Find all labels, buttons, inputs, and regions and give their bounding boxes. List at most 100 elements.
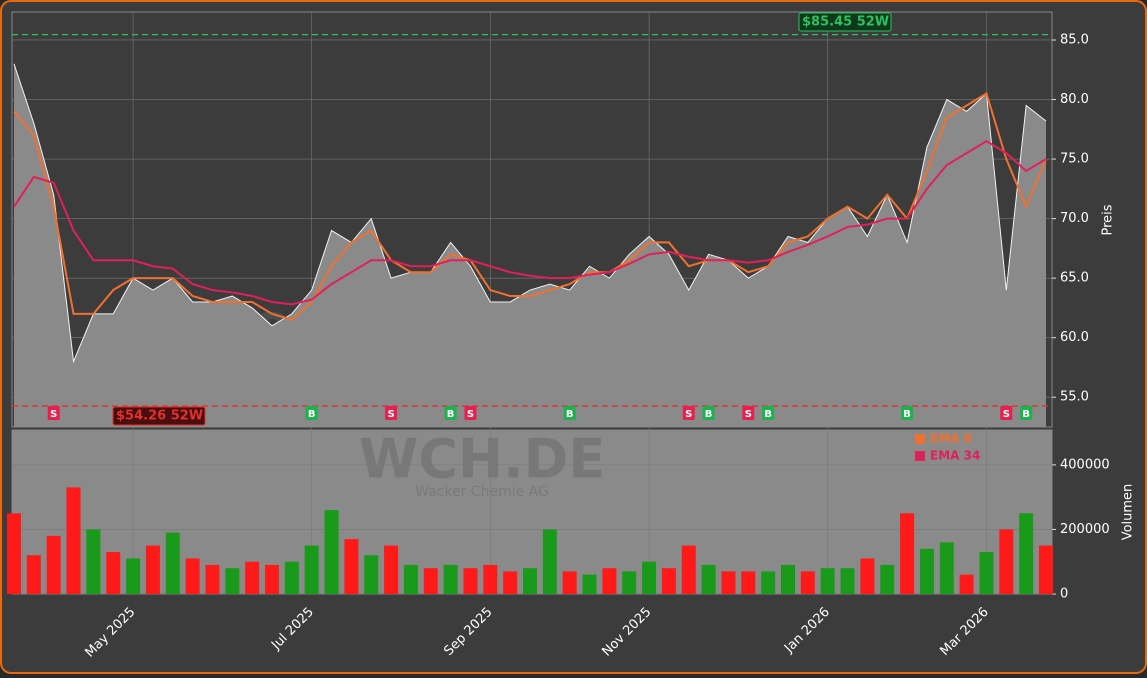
- y-tick-label: 0: [1060, 587, 1068, 602]
- volume-bar: [126, 558, 141, 594]
- volume-bar: [205, 564, 220, 594]
- volume-bar: [602, 568, 617, 594]
- signal-label: S: [1003, 409, 1010, 420]
- volume-bar: [781, 564, 795, 594]
- volume-bar: [284, 561, 299, 594]
- volume-bar: [860, 558, 875, 594]
- signal-label: B: [308, 409, 316, 420]
- signal-label: S: [685, 409, 692, 420]
- y-tick-label: 55.0: [1060, 390, 1089, 405]
- volume-bar: [999, 529, 1014, 594]
- volume-bar: [225, 568, 240, 594]
- volume-bar: [661, 568, 676, 594]
- y-tick-label: 400000: [1060, 457, 1110, 472]
- volume-bar: [800, 571, 815, 594]
- y-tick-label: 75.0: [1060, 152, 1089, 167]
- series-line: [13, 92, 1047, 321]
- annotation-box: [112, 406, 206, 426]
- y-axis-label: Preis: [1101, 204, 1116, 235]
- volume-bar: [622, 571, 637, 594]
- signal-marker: [702, 406, 715, 420]
- volume-bar: [165, 532, 180, 594]
- volume-bar: [642, 561, 657, 594]
- annotation: $85.45 52W: [802, 15, 889, 30]
- volume-bar: [741, 571, 756, 594]
- signal-marker: [682, 406, 695, 420]
- volume-bar: [304, 545, 319, 594]
- watermark-subtitle: Wacker Chemie AG: [415, 484, 549, 500]
- signal-label: B: [705, 409, 713, 420]
- volume-bar: [721, 571, 736, 594]
- signal-marker: [901, 406, 914, 420]
- volume-bar: [1039, 545, 1053, 594]
- signal-marker: [1000, 406, 1013, 420]
- signal-marker: [563, 406, 576, 420]
- volume-bar: [403, 564, 418, 594]
- signal-label: B: [447, 409, 455, 420]
- signal-marker: [1020, 406, 1033, 420]
- volume-bar: [840, 568, 855, 594]
- volume-bar: [86, 529, 101, 594]
- legend-label: EMA 34: [930, 449, 980, 463]
- volume-bar: [66, 487, 81, 594]
- y-tick-label: 65.0: [1060, 271, 1089, 286]
- signal-label: B: [764, 409, 772, 420]
- signal-label: S: [50, 409, 57, 420]
- volume-bar: [463, 568, 478, 594]
- signal-marker: [762, 406, 775, 420]
- signal-marker: [47, 406, 60, 420]
- y-tick-label: 60.0: [1060, 330, 1089, 345]
- volume-bar: [761, 571, 776, 594]
- volume-bar: [46, 535, 61, 594]
- volume-bar: [185, 558, 200, 594]
- series-line: [13, 140, 1047, 306]
- volume-bar: [880, 564, 895, 594]
- volume-bar: [919, 548, 934, 594]
- signal-marker: [464, 406, 477, 420]
- volume-bar: [106, 552, 121, 594]
- volume-bar: [364, 555, 379, 594]
- signal-label: B: [1022, 409, 1030, 420]
- volume-bar: [7, 513, 21, 594]
- y-tick-label: 85.0: [1060, 32, 1089, 47]
- volume-panel: [11, 429, 1053, 595]
- signal-marker: [742, 406, 755, 420]
- volume-bar: [245, 561, 260, 594]
- legend-swatch: [915, 451, 925, 461]
- volume-bar: [145, 545, 160, 594]
- signal-marker: [305, 406, 318, 420]
- volume-bar: [701, 564, 716, 594]
- signal-label: B: [566, 409, 574, 420]
- volume-bar: [483, 564, 498, 594]
- signal-marker: [444, 406, 457, 420]
- volume-bar: [959, 574, 974, 594]
- signal-marker: [385, 406, 398, 420]
- legend-swatch: [915, 434, 925, 444]
- volume-bar: [443, 564, 458, 594]
- volume-bar: [562, 571, 577, 594]
- volume-bar: [900, 513, 915, 594]
- signal-label: S: [467, 409, 474, 420]
- annotation: $54.26 52W: [116, 409, 203, 424]
- volume-bar: [503, 571, 518, 594]
- signal-label: S: [387, 409, 394, 420]
- volume-bar: [939, 542, 954, 594]
- volume-bar: [681, 545, 696, 594]
- signal-label: B: [903, 409, 911, 420]
- volume-bar: [26, 555, 41, 594]
- volume-bar: [324, 510, 339, 594]
- volume-bar: [1019, 513, 1034, 594]
- volume-bar: [523, 568, 537, 594]
- volume-bar: [820, 568, 835, 594]
- volume-bar: [384, 545, 399, 594]
- legend-label: EMA 8: [930, 432, 972, 446]
- y-axis-label: Volumen: [1121, 484, 1136, 541]
- volume-bar: [423, 568, 438, 594]
- annotation-box: [798, 12, 892, 32]
- y-tick-label: 70.0: [1060, 211, 1089, 226]
- volume-bar: [582, 574, 597, 594]
- volume-bar: [979, 552, 994, 594]
- y-tick-label: 80.0: [1060, 92, 1089, 107]
- volume-bar: [344, 539, 359, 594]
